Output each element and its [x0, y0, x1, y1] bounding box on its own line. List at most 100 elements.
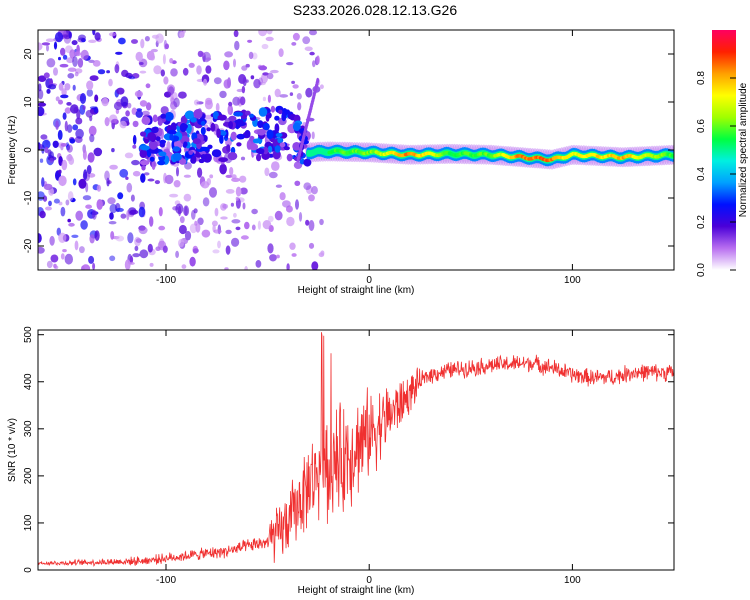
snr-x-ticks: -100 0 100: [156, 330, 581, 586]
spectrogram-speckle: [309, 30, 317, 36]
spectrogram-speckle: [69, 49, 76, 59]
spectrogram-speckle: [225, 189, 235, 194]
spectrogram-speckle: [197, 50, 204, 58]
spectrogram-speckle: [145, 83, 151, 89]
spectrogram-speckle: [42, 195, 48, 202]
spectrogram-speckle: [278, 48, 284, 57]
spectrogram-speckle: [149, 262, 154, 267]
spectrogram-speckle: [169, 193, 179, 198]
spectrogram-x-axis-label: Height of straight line (km): [298, 285, 415, 296]
spectrogram-speckle: [138, 206, 146, 218]
colorbar-tick-label: 0.8: [696, 71, 707, 85]
spectrogram-speckle: [117, 192, 124, 200]
spectrogram-speckle: [225, 245, 231, 255]
spectrogram-speckle: [129, 76, 136, 80]
snr-frame: [37, 329, 675, 571]
spectrogram-speckle: [239, 187, 248, 195]
spectrogram-speckle: [155, 33, 164, 44]
spectrogram-speckle: [262, 72, 269, 76]
y-tick-label: 200: [23, 467, 34, 484]
spectrogram-speckle: [192, 248, 199, 254]
spectrogram-speckle: [131, 159, 140, 166]
spectrogram-blob: [178, 158, 187, 165]
y-tick-label: 400: [23, 373, 34, 390]
y-tick-label: 300: [23, 420, 34, 437]
spectrogram-speckle: [86, 165, 92, 175]
spectrogram-speckle: [162, 245, 168, 253]
spectrogram-speckle: [291, 80, 295, 84]
spectrogram-speckle: [88, 125, 97, 136]
spectrogram-speckle: [79, 246, 85, 254]
spectrogram-speckle: [94, 32, 101, 41]
spectrogram-speckle: [81, 264, 91, 270]
spectrogram-blob: [200, 120, 206, 126]
spectrogram-speckle: [267, 94, 271, 103]
spectrogram-speckle: [223, 60, 230, 71]
spectrogram-speckle: [258, 65, 268, 71]
spectrogram-speckle: [251, 224, 256, 231]
spectrogram-speckle: [196, 65, 202, 75]
spectrogram-speckle: [145, 102, 152, 111]
spectrogram-speckle: [242, 76, 247, 87]
spectrogram-speckle: [130, 194, 135, 202]
spectrogram-blob: [266, 129, 274, 140]
spectrogram-blob: [141, 165, 146, 171]
spectrogram-speckle: [53, 263, 57, 269]
spectrogram-blob: [274, 145, 281, 153]
spectrogram-speckle: [57, 129, 63, 141]
spectrogram-speckle: [66, 124, 73, 133]
spectrogram-blob: [211, 149, 222, 158]
spectrogram-speckle: [58, 175, 67, 187]
spectrogram-blob: [281, 112, 287, 122]
spectrogram-speckle: [132, 170, 141, 177]
spectrogram-speckle: [38, 42, 43, 51]
spectrogram-blob: [219, 131, 227, 136]
spectrogram-speckle: [113, 101, 123, 111]
spectrogram-speckle: [115, 207, 124, 212]
spectrogram-speckle: [106, 70, 110, 74]
spectrogram-speckle: [75, 210, 83, 221]
spectrogram-speckle: [120, 213, 127, 219]
spectrogram-speckle: [289, 92, 294, 96]
spectrogram-blob: [292, 142, 301, 151]
spectrogram-speckle: [72, 178, 77, 186]
spectrogram-speckle: [231, 219, 241, 224]
spectrogram-speckle: [132, 120, 139, 128]
spectrogram-blob: [139, 145, 150, 151]
spectrogram-image: [38, 30, 674, 270]
spectrogram-speckle: [126, 182, 133, 193]
spectrogram-speckle: [126, 210, 130, 221]
spectrogram-speckle: [219, 163, 227, 175]
spectrogram-speckle: [96, 184, 102, 192]
spectrogram-speckle: [107, 197, 116, 205]
spectrogram-speckle: [209, 174, 214, 179]
spectrogram-speckle: [68, 156, 75, 165]
spectrogram-speckle: [235, 226, 241, 231]
x-tick-label: 0: [366, 275, 372, 286]
spectrogram-speckle: [175, 203, 184, 215]
spectrogram-speckle: [305, 219, 310, 226]
snr-series-line: [38, 332, 674, 567]
spectrogram-speckle: [178, 238, 185, 248]
spectrogram-speckle: [82, 195, 92, 201]
spectrogram-speckle: [261, 43, 269, 50]
spectrogram-blob: [150, 126, 159, 134]
spectrogram-speckle: [60, 94, 69, 99]
spectrogram-speckle: [108, 221, 117, 225]
spectrogram-blob: [236, 133, 246, 140]
colorbar-label: Normalized spectral amplitude: [738, 82, 749, 217]
spectrogram-blob: [191, 155, 197, 164]
spectrogram-speckle: [318, 252, 325, 258]
spectrogram-blob: [244, 130, 251, 138]
spectrogram-speckle: [129, 255, 134, 264]
spectrogram-speckle: [197, 167, 203, 178]
spectrogram-speckle: [77, 58, 84, 68]
spectrogram-speckle: [46, 260, 53, 269]
spectrogram-speckle: [60, 47, 66, 56]
spectrogram-speckle: [268, 171, 278, 179]
spectrogram-speckle: [88, 39, 97, 43]
spectrogram-blob: [172, 152, 182, 161]
spectrogram-speckle: [115, 108, 120, 114]
spectrogram-speckle: [38, 75, 47, 82]
